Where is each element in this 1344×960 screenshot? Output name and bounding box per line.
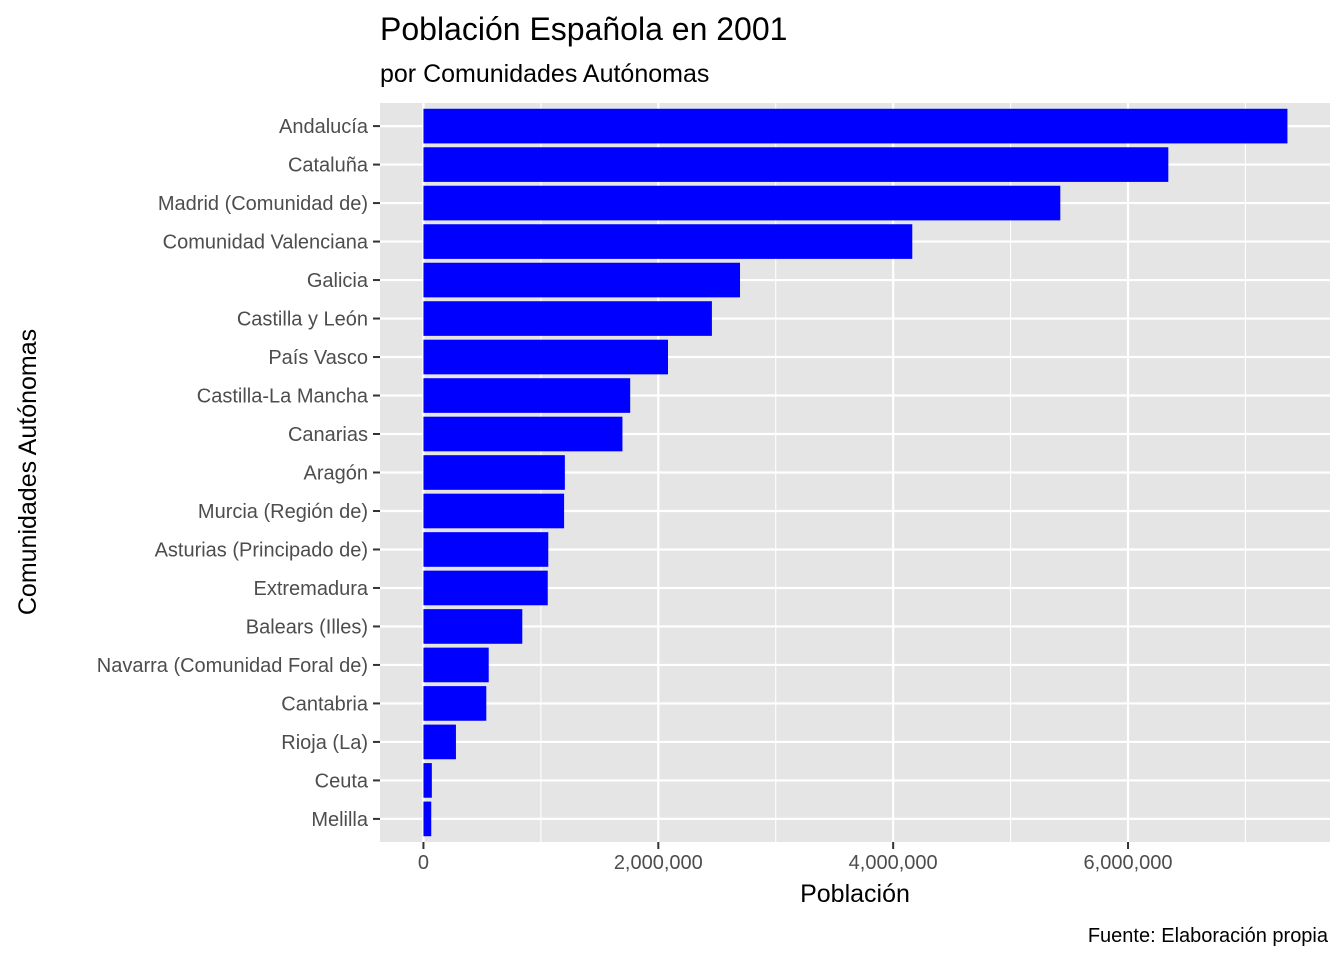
chart-caption: Fuente: Elaboración propia: [1088, 925, 1329, 947]
y-axis-title: Comunidades Autónomas: [14, 329, 42, 615]
bar: [423, 686, 487, 721]
y-tick-label: Cataluña: [288, 155, 369, 177]
y-axis: Andalucía Cataluña Madrid (Comunidad de) Co…: [97, 116, 380, 831]
bar: [423, 493, 565, 529]
x-axis: 0 2,000,000 4,000,000 6,000,000: [418, 842, 1173, 874]
bar: [423, 224, 913, 259]
x-tick-label: 6,000,000: [1084, 852, 1173, 874]
bar: [423, 532, 549, 567]
y-tick-label: Castilla-La Mancha: [197, 386, 369, 408]
y-tick-label: Canarias: [288, 424, 368, 446]
bar: [423, 108, 1288, 144]
y-tick-label: País Vasco: [268, 347, 368, 369]
bar: [423, 339, 669, 375]
bar: [423, 301, 712, 336]
y-tick-label: Melilla: [311, 809, 369, 831]
y-tick-label: Andalucía: [279, 116, 369, 138]
x-tick-label: 0: [418, 852, 429, 874]
y-tick-label: Rioja (La): [281, 732, 368, 754]
bar: [423, 378, 631, 413]
chart-title: Población Española en 2001: [380, 11, 787, 47]
bars: [423, 108, 1288, 837]
bar: [423, 455, 565, 490]
bar: [423, 570, 548, 606]
x-tick-label: 4,000,000: [849, 852, 938, 874]
bar: [423, 185, 1061, 221]
bar: [423, 147, 1169, 182]
bar: [423, 763, 432, 798]
y-tick-label: Madrid (Comunidad de): [158, 193, 368, 215]
y-tick-label: Galicia: [307, 270, 369, 292]
y-tick-label: Ceuta: [315, 770, 369, 792]
bar: [423, 262, 741, 298]
x-axis-title: Población: [800, 880, 910, 908]
y-tick-label: Navarra (Comunidad Foral de): [97, 655, 368, 677]
bar: [423, 724, 456, 760]
y-tick-label: Asturias (Principado de): [155, 539, 368, 561]
y-tick-label: Cantabria: [281, 693, 369, 715]
chart-subtitle: por Comunidades Autónomas: [380, 60, 709, 88]
x-tick-label: 2,000,000: [614, 852, 703, 874]
y-tick-label: Extremadura: [254, 578, 369, 600]
bar: [423, 801, 432, 837]
bar: [423, 416, 623, 452]
y-tick-label: Comunidad Valenciana: [163, 232, 369, 254]
y-tick-label: Balears (Illes): [246, 616, 368, 638]
y-tick-label: Castilla y León: [237, 309, 368, 331]
bar: [423, 647, 489, 683]
y-tick-label: Aragón: [304, 463, 369, 485]
bar: [423, 609, 523, 644]
y-tick-label: Murcia (Región de): [198, 501, 368, 523]
